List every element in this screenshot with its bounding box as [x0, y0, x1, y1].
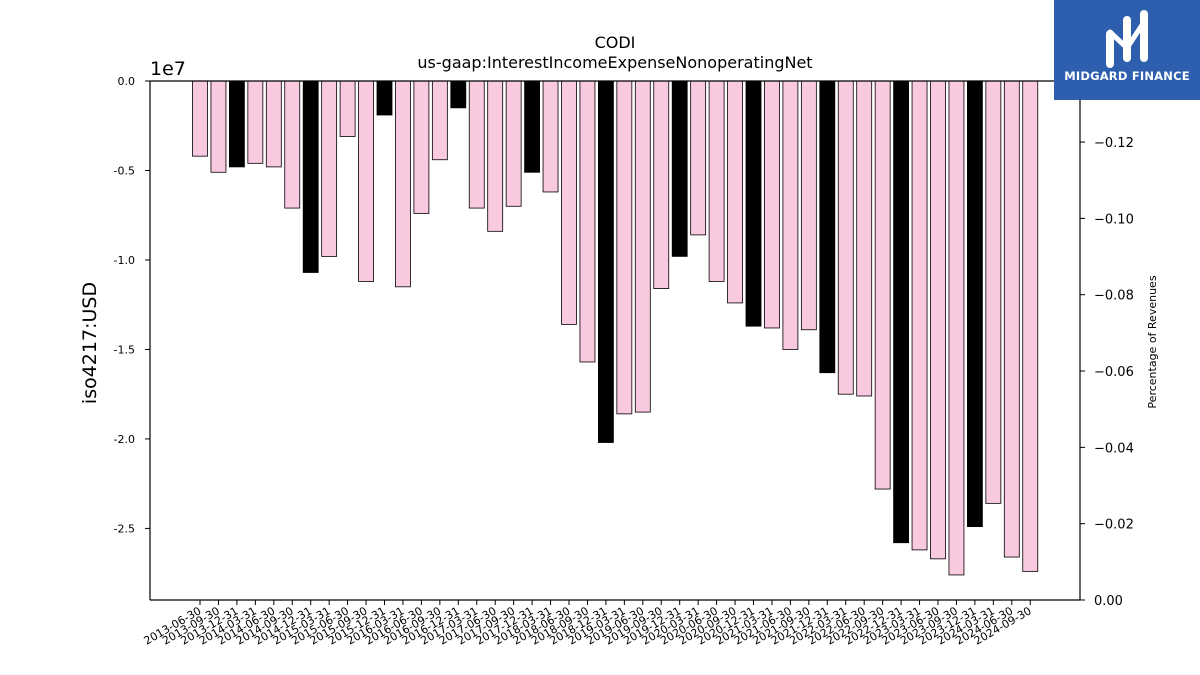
bar: [265, 80, 282, 168]
y2-tick-label: −0.02: [1094, 518, 1134, 533]
bars-group: [192, 80, 1039, 576]
bar: [210, 80, 227, 173]
bar: [505, 80, 522, 207]
bar: [247, 80, 264, 164]
brand-name: MIDGARD FINANCE: [1064, 69, 1190, 83]
y-tick-label: 0.0: [118, 75, 136, 88]
bar: [782, 80, 799, 350]
bar: [653, 80, 670, 290]
y-tick-label: -1.5: [114, 343, 135, 356]
y2-tick-label: −0.12: [1094, 136, 1134, 151]
y-tick-label: -2.0: [114, 433, 135, 446]
bar: [598, 80, 614, 443]
y2-tick-label: −0.10: [1094, 212, 1134, 227]
x-ticks-group: 2013-06-302013-09-302013-12-312014-03-31…: [142, 600, 1034, 648]
bar: [302, 80, 319, 273]
bar: [690, 80, 707, 236]
bar: [468, 80, 485, 209]
chart-title: CODI: [595, 33, 636, 52]
bar: [634, 80, 651, 413]
y-tick-label: -2.5: [114, 522, 135, 535]
bar: [1022, 80, 1039, 572]
chart-subtitle: us-gaap:InterestIncomeExpenseNonoperatin…: [417, 53, 812, 72]
bar: [708, 80, 725, 282]
bar: [911, 80, 928, 551]
y2-tick-label: −0.06: [1094, 365, 1134, 380]
bar: [745, 80, 762, 327]
bar: [358, 80, 374, 282]
y2-tick-label: −0.04: [1094, 441, 1134, 456]
bar: [450, 80, 467, 109]
bar: [837, 80, 854, 395]
bar: [524, 80, 540, 173]
bar: [321, 80, 338, 257]
bar: [727, 80, 743, 304]
bar: [985, 80, 1002, 504]
bar: [1003, 80, 1020, 558]
bar: [671, 80, 688, 257]
brand-logo: MIDGARD FINANCE: [1054, 0, 1200, 100]
bar: [284, 80, 301, 209]
y-tick-label: -0.5: [114, 164, 135, 177]
y2-ticks-group: 0.00 −0.02 −0.04 −0.06 −0.08 −0.10 −0.12: [1080, 136, 1134, 609]
bar: [893, 80, 909, 544]
bar: [819, 80, 836, 374]
y-axis-label: iso4217:USD: [79, 282, 101, 404]
bar: [579, 80, 596, 363]
bar: [967, 80, 983, 528]
bar: [930, 80, 946, 560]
bar: [800, 80, 817, 331]
bar: [431, 80, 448, 161]
bar: [948, 80, 965, 576]
y2-tick-label: −0.08: [1094, 289, 1134, 304]
bar: [487, 80, 504, 232]
bar: [376, 80, 393, 116]
bar: [874, 80, 891, 490]
bar: [561, 80, 577, 325]
bar: [764, 80, 780, 329]
axes-group: [149, 80, 1081, 601]
y-ticks-group: 0.0 -0.5 -1.0 -1.5 -2.0 -2.5: [114, 75, 150, 535]
bar: [395, 80, 411, 288]
bar: [228, 80, 245, 168]
y2-tick-label: 0.00: [1094, 594, 1123, 609]
bar: [856, 80, 873, 397]
y-axis-multiplier: 1e7: [150, 58, 186, 80]
y2-axis-label: Percentage of Revenues: [1146, 275, 1159, 408]
bar: [413, 80, 430, 214]
midgard-m-logo-icon: [1106, 10, 1148, 68]
y-tick-label: -1.0: [114, 254, 135, 267]
bar: [542, 80, 559, 193]
bar: [192, 80, 208, 157]
bar: [616, 80, 633, 415]
bar: [339, 80, 356, 137]
